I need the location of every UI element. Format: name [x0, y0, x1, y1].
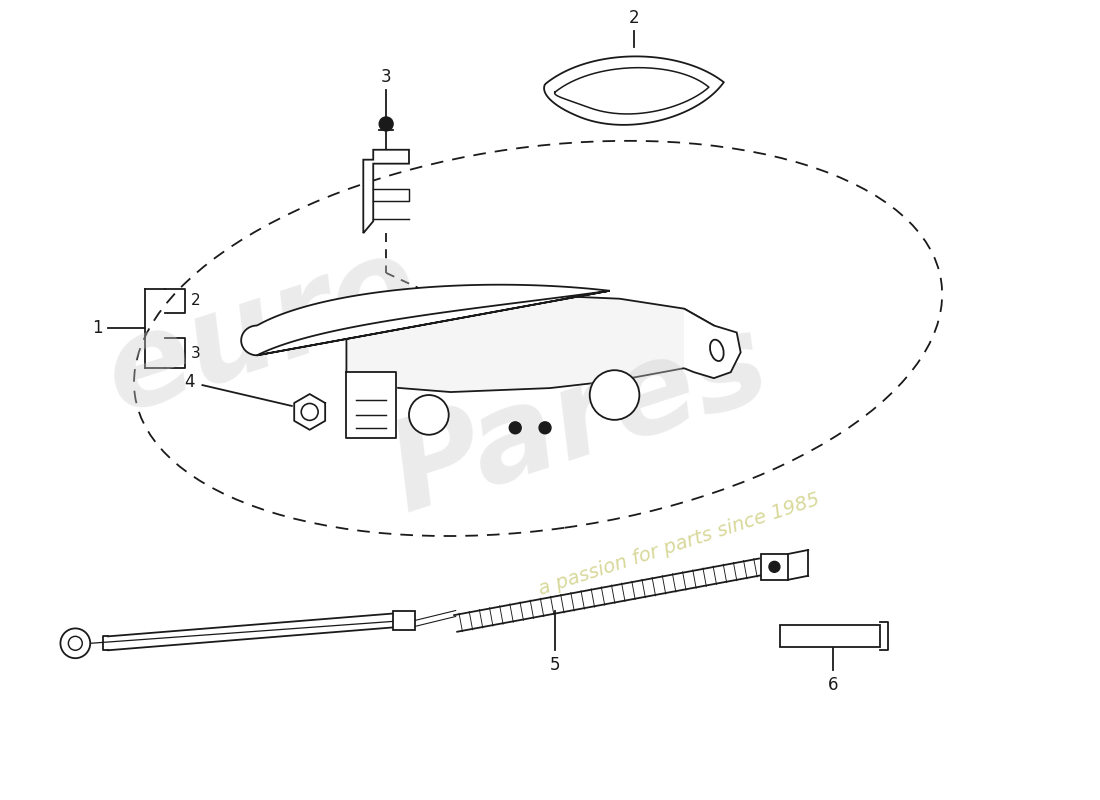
- PathPatch shape: [684, 309, 740, 378]
- Circle shape: [301, 403, 318, 420]
- Circle shape: [379, 117, 393, 131]
- Text: 1: 1: [92, 319, 103, 338]
- PathPatch shape: [346, 296, 714, 392]
- FancyBboxPatch shape: [393, 610, 415, 630]
- Text: 6: 6: [828, 676, 838, 694]
- Text: Pares: Pares: [376, 302, 783, 538]
- Circle shape: [68, 636, 82, 650]
- Circle shape: [509, 422, 521, 434]
- Text: 2: 2: [190, 293, 200, 308]
- Circle shape: [590, 370, 639, 420]
- Text: a passion for parts since 1985: a passion for parts since 1985: [536, 490, 822, 598]
- FancyBboxPatch shape: [760, 554, 789, 580]
- Text: euro: euro: [90, 223, 433, 438]
- PathPatch shape: [363, 150, 409, 233]
- Polygon shape: [294, 394, 326, 430]
- PathPatch shape: [544, 56, 724, 125]
- Ellipse shape: [710, 340, 724, 361]
- PathPatch shape: [241, 285, 609, 355]
- Text: 4: 4: [184, 373, 195, 391]
- Polygon shape: [346, 372, 396, 438]
- Circle shape: [769, 562, 780, 572]
- Text: 2: 2: [629, 9, 640, 26]
- FancyBboxPatch shape: [780, 626, 880, 647]
- Circle shape: [409, 395, 449, 434]
- Text: 3: 3: [381, 68, 392, 86]
- Circle shape: [539, 422, 551, 434]
- Text: 3: 3: [190, 346, 200, 361]
- Circle shape: [60, 629, 90, 658]
- Text: 5: 5: [550, 656, 560, 674]
